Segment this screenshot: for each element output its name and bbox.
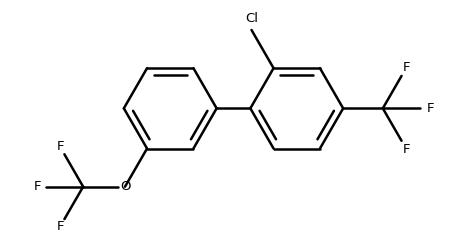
Text: F: F <box>57 140 64 153</box>
Text: F: F <box>403 61 410 74</box>
Text: O: O <box>120 180 130 193</box>
Text: F: F <box>34 180 41 193</box>
Text: F: F <box>57 220 64 233</box>
Text: Cl: Cl <box>245 12 258 25</box>
Text: F: F <box>427 102 434 115</box>
Text: F: F <box>403 143 410 156</box>
